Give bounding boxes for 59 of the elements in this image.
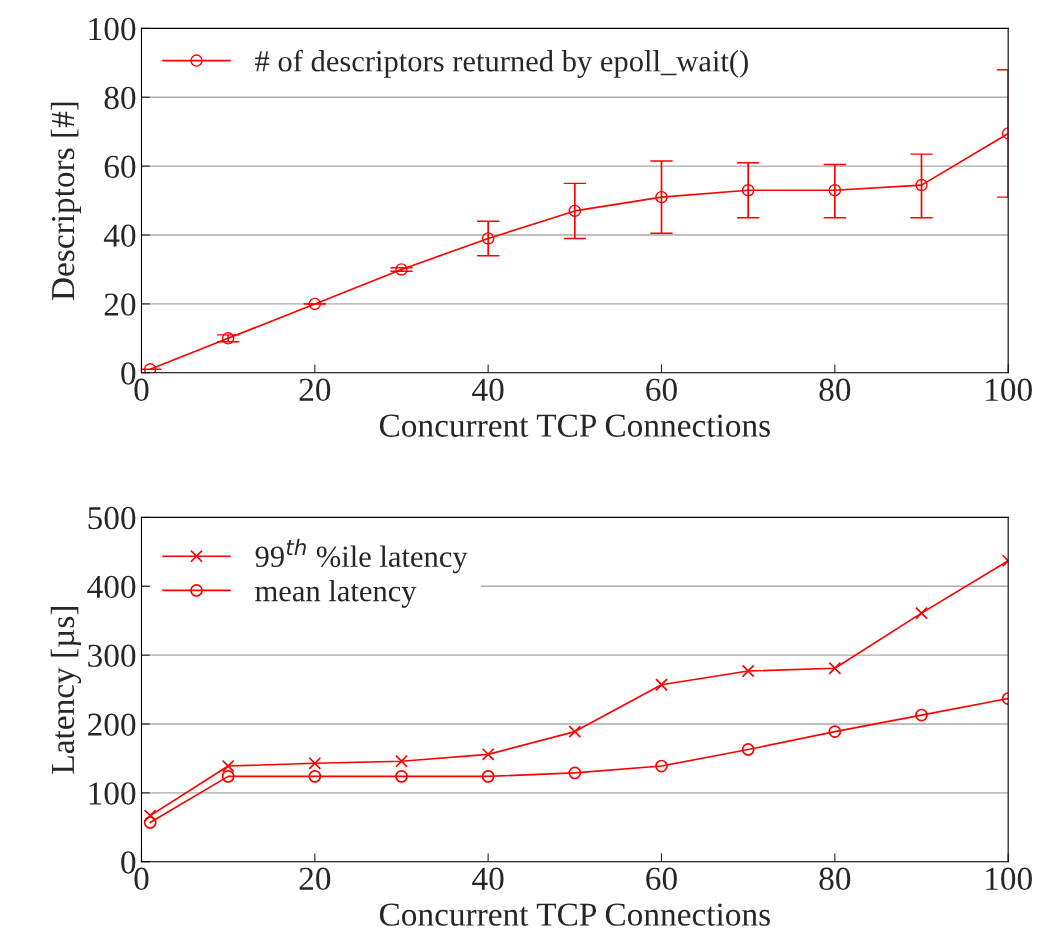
point	[221, 759, 235, 773]
point	[395, 754, 408, 768]
point	[143, 816, 157, 829]
point	[828, 661, 842, 675]
x-tick-label: 40	[472, 378, 504, 402]
point	[308, 769, 322, 783]
x-tick-label: 100	[986, 378, 1032, 402]
x-axis-title: Concurrent TCP Connections	[379, 903, 770, 926]
y-tick-label: 400	[87, 575, 136, 599]
point	[308, 297, 322, 311]
y-tick-label: 500	[88, 506, 136, 530]
point	[481, 232, 495, 245]
y-tick-label: 60	[104, 155, 136, 179]
point	[221, 769, 235, 783]
point	[655, 759, 668, 773]
x-tick-label: 60	[646, 867, 677, 891]
y-axis-title: Descriptors [#]	[50, 102, 82, 301]
legend-label: # of descriptors returned by epoll_wait()	[255, 49, 748, 78]
y-tick-label: 100	[89, 17, 136, 41]
point	[221, 332, 235, 345]
x-tick-label: 80	[819, 867, 851, 891]
point	[828, 184, 842, 197]
point	[741, 184, 755, 197]
point	[915, 606, 928, 620]
point	[568, 766, 582, 780]
x-tick-label: 100	[986, 867, 1032, 891]
x-tick-label: 80	[819, 378, 851, 402]
point	[308, 756, 322, 770]
point	[915, 708, 928, 722]
point	[655, 190, 668, 204]
point	[395, 769, 408, 783]
legend-label: 99$^{th}$ %ile latency	[255, 538, 468, 574]
legend-label: mean latency	[255, 579, 417, 608]
point	[915, 178, 928, 192]
x-tick-label: 20	[299, 378, 331, 402]
y-tick-label: 100	[89, 782, 136, 805]
x-tick-label: 60	[646, 378, 677, 402]
point	[481, 747, 495, 761]
point	[655, 678, 668, 692]
point	[395, 263, 408, 276]
point	[741, 664, 755, 678]
y-tick-label: 0	[121, 851, 136, 874]
point	[143, 809, 157, 823]
y-tick-label: 80	[104, 86, 136, 110]
point	[568, 204, 582, 218]
point	[741, 743, 755, 756]
y-tick-label: 20	[104, 293, 136, 316]
y-tick-label: 300	[88, 644, 136, 668]
point	[481, 769, 495, 783]
y-tick-label: 200	[88, 713, 136, 736]
y-tick-label: 0	[121, 362, 136, 385]
x-tick-label: 20	[299, 867, 331, 891]
y-tick-label: 40	[103, 224, 136, 247]
x-tick-label: 40	[472, 867, 504, 891]
point	[568, 725, 582, 738]
y-axis-title: Latency [µs]	[50, 607, 82, 774]
x-axis-title: Concurrent TCP Connections	[379, 414, 770, 437]
point	[143, 363, 157, 373]
point	[828, 725, 842, 738]
